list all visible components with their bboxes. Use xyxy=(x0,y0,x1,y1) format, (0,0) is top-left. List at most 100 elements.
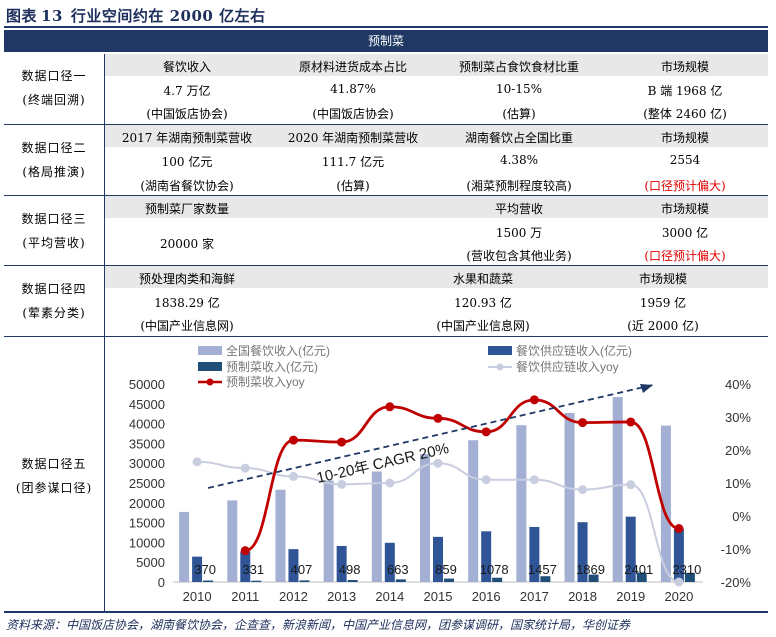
row-1-header-1: 餐饮收入 xyxy=(162,60,211,74)
x-tick-label: 2010 xyxy=(183,589,212,604)
bar-series-1 xyxy=(468,440,479,582)
bar-series-2 xyxy=(288,549,299,582)
legend-label-3: 预制菜收入(亿元) xyxy=(226,359,318,374)
prepared-yoy-point xyxy=(337,437,347,447)
bar-series-3 xyxy=(588,574,599,582)
row-4-label-line1: 数据口径四 xyxy=(21,282,87,296)
bar-series-2 xyxy=(336,545,347,582)
prepared-value-label: 407 xyxy=(291,562,313,577)
row-4-value-1: 1838.29 亿 xyxy=(154,296,220,310)
row-1-label-line2: (终端回溯) xyxy=(22,93,86,107)
x-tick-label: 2019 xyxy=(616,589,645,604)
bottom-rule xyxy=(4,611,768,613)
bar-series-3 xyxy=(251,580,262,582)
y-left-tick-label: 0 xyxy=(158,575,165,590)
row-4-note-1: (中国产业信息网) xyxy=(140,319,234,333)
row-3-label: 数据口径三 (平均营收) xyxy=(4,207,104,255)
supply-yoy-point xyxy=(385,478,395,488)
bar-series-3 xyxy=(684,572,695,582)
row-3-value-1: 20000 家 xyxy=(160,237,214,251)
y-left-tick-label: 30000 xyxy=(129,456,165,471)
table-header: 预制菜 xyxy=(4,30,768,52)
row-2-header-2: 2020 年湖南预制菜营收 xyxy=(287,131,419,145)
prepared-value-label: 2310 xyxy=(672,562,701,577)
row-1-note-1: (中国饭店协会) xyxy=(146,107,228,121)
bar-series-2 xyxy=(240,551,251,582)
bar-series-3 xyxy=(636,572,647,582)
cagr-trend-arrow xyxy=(207,384,654,489)
row-4-label: 数据口径四 (荤素分类) xyxy=(4,277,104,325)
x-tick-label: 2018 xyxy=(568,589,597,604)
row-1-note-3: (估算) xyxy=(502,107,536,121)
legend-label-1: 全国餐饮收入(亿元) xyxy=(226,343,330,358)
bar-series-3 xyxy=(203,580,214,582)
chart-legend: 全国餐饮收入(亿元) 餐饮供应链收入(亿元) 预制菜收入(亿元) 餐饮供应链收入… xyxy=(198,343,632,389)
x-tick-label: 2011 xyxy=(231,589,259,604)
row-2-value-2: 111.7 亿元 xyxy=(321,155,385,169)
bar-series-1 xyxy=(323,480,334,582)
supply-yoy-point xyxy=(529,475,539,485)
bar-series-2 xyxy=(481,531,492,582)
y-left-tick-label: 10000 xyxy=(129,535,165,550)
y-left-tick-label: 15000 xyxy=(129,516,165,531)
bar-series-1 xyxy=(612,397,623,582)
supply-yoy-point xyxy=(337,479,347,489)
x-tick-label: 2015 xyxy=(424,589,453,604)
row-1-value-3: 10-15% xyxy=(496,82,542,96)
row-2-label-line1: 数据口径二 xyxy=(21,141,87,155)
supply-yoy-point xyxy=(192,457,202,467)
bar-series-3 xyxy=(444,578,454,582)
row-2-value-4: 2554 xyxy=(669,153,701,167)
row-4-value-2: 120.93 亿 xyxy=(454,296,512,310)
y-left-tick-label: 50000 xyxy=(129,377,165,392)
row-2-label-line2: (格局推演) xyxy=(22,165,86,179)
row-1-label-line1: 数据口径一 xyxy=(21,69,87,83)
row-2-note-1: (湖南省餐饮协会) xyxy=(140,179,234,193)
prepared-yoy-line xyxy=(244,398,680,553)
x-tick-label: 2020 xyxy=(664,589,693,604)
figure-title-text: 行业空间约在 2000 亿左右 xyxy=(70,7,266,25)
row-2-header-4: 市场规模 xyxy=(660,131,709,145)
prepared-value-label: 2401 xyxy=(624,562,653,577)
prepared-value-label: 1869 xyxy=(576,562,605,577)
source-note: 资料来源：中国饭店协会，湖南餐饮协会，企查查，新浪新闻，中国产业信息网，团参谋调… xyxy=(6,618,631,632)
row-4-header-band xyxy=(104,266,768,288)
row-3-value-3: 3000 亿 xyxy=(661,226,709,240)
prepared-value-label: 370 xyxy=(194,562,216,577)
bar-series-1 xyxy=(227,500,238,582)
row-separator xyxy=(4,336,768,337)
prepared-value-label: 663 xyxy=(387,562,409,577)
prepared-yoy-point xyxy=(626,417,636,427)
supply-yoy-point xyxy=(240,463,250,473)
y-left-tick-label: 40000 xyxy=(129,417,165,432)
row-3-note-2: (口径预计偏大) xyxy=(644,249,726,263)
row-2-label: 数据口径二 (格局推演) xyxy=(4,136,104,184)
label-column-divider xyxy=(104,54,105,611)
bar-series-1 xyxy=(420,454,430,582)
prepared-yoy-point xyxy=(240,546,250,556)
prepared-yoy-point xyxy=(288,435,298,445)
row-2-header-1: 2017 年湖南预制菜营收 xyxy=(121,131,253,145)
y-left-tick-label: 35000 xyxy=(129,436,165,451)
prepared-yoy-point xyxy=(529,395,539,405)
row-1-value-4: B 端 1968 亿 xyxy=(647,84,723,98)
y-left-tick-label: 5000 xyxy=(136,555,165,570)
supply-yoy-point xyxy=(433,458,443,468)
row-2-header-3: 湖南餐饮占全国比重 xyxy=(464,131,573,145)
bar-series-3 xyxy=(540,576,551,582)
row-3-value-2: 1500 万 xyxy=(495,226,543,240)
prepared-value-label: 859 xyxy=(435,562,457,577)
legend-marker-4 xyxy=(496,363,504,371)
legend-label-2: 餐饮供应链收入(亿元) xyxy=(516,343,632,358)
supply-yoy-point xyxy=(481,475,491,485)
row-2-value-3: 4.38% xyxy=(499,153,539,167)
row-3-label-line1: 数据口径三 xyxy=(21,212,87,226)
legend-label-4: 餐饮供应链收入yoy xyxy=(516,359,619,374)
row-4-note-3: (近 2000 亿) xyxy=(627,319,699,333)
row-4-label-line2: (荤素分类) xyxy=(22,306,86,320)
y-left-tick-label: 45000 xyxy=(129,397,165,412)
top-rule xyxy=(4,26,768,28)
row-1-header-band xyxy=(104,54,768,76)
prepared-yoy-point xyxy=(578,418,588,428)
supply-yoy-point xyxy=(578,485,588,495)
